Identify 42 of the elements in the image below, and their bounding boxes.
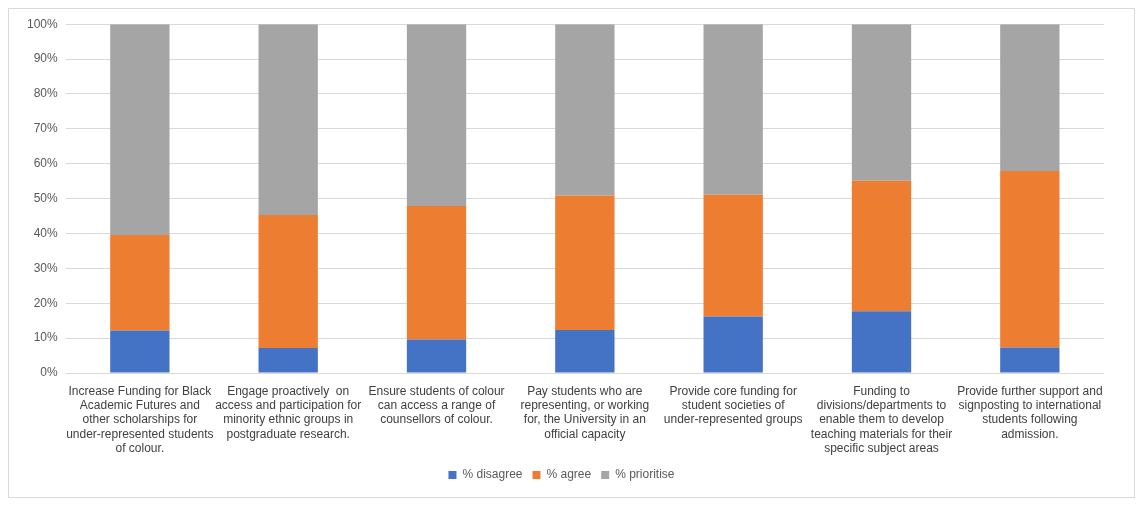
y-tick-label: 50% xyxy=(33,190,59,205)
y-tick-label: 0% xyxy=(40,365,59,380)
x-tick-label: Increase Funding for Black Academic Futures and other scholarships for under-represented students of colour. xyxy=(66,383,214,456)
y-tick-label: 60% xyxy=(33,156,59,171)
x-tick-label: Provide further support and signposting to international students following admission. xyxy=(957,383,1103,441)
y-tick-label: 40% xyxy=(33,225,59,240)
bar xyxy=(703,24,763,195)
bar xyxy=(406,24,467,206)
bar xyxy=(258,24,318,215)
x-tick-label: Funding to divisions/departments to enable them to develop teaching materials for their specific subject areas xyxy=(810,383,953,456)
y-tick-label: 20% xyxy=(33,295,59,310)
bar xyxy=(851,311,912,373)
bar xyxy=(258,214,318,348)
bar xyxy=(1000,24,1060,172)
bar xyxy=(110,234,170,331)
y-tick-label: 70% xyxy=(33,121,59,136)
bar xyxy=(406,205,467,340)
y-tick-label: 80% xyxy=(33,86,59,101)
legend-label: % prioritise xyxy=(615,467,675,482)
bar xyxy=(555,195,615,331)
bar xyxy=(555,24,615,196)
x-tick-label: Provide core funding for student societies of under-represented groups xyxy=(663,383,803,427)
bar xyxy=(1000,347,1060,373)
bar xyxy=(703,194,763,317)
legend-label: % agree xyxy=(546,467,592,482)
bar xyxy=(1000,171,1060,348)
x-tick-label: Pay students who are representing, or working for, the University in an official capacity xyxy=(520,383,650,441)
y-tick-label: 10% xyxy=(33,330,59,345)
bar xyxy=(851,180,912,312)
bar xyxy=(555,330,615,373)
x-tick-label: Ensure students of colour can access a range of counsellors of colour. xyxy=(368,383,505,427)
bar xyxy=(406,339,467,373)
bar xyxy=(110,24,170,235)
bar xyxy=(110,330,170,373)
y-tick-label: 30% xyxy=(33,260,59,275)
y-tick-label: 100% xyxy=(26,16,59,31)
y-tick-label: 90% xyxy=(33,51,59,66)
bar xyxy=(258,347,318,373)
bar xyxy=(851,24,912,181)
bar xyxy=(703,316,763,373)
x-tick-label: Engage proactively on access and participation for minority ethnic groups in postgraduate research. xyxy=(215,383,362,441)
legend-label: % disagree xyxy=(462,467,523,482)
